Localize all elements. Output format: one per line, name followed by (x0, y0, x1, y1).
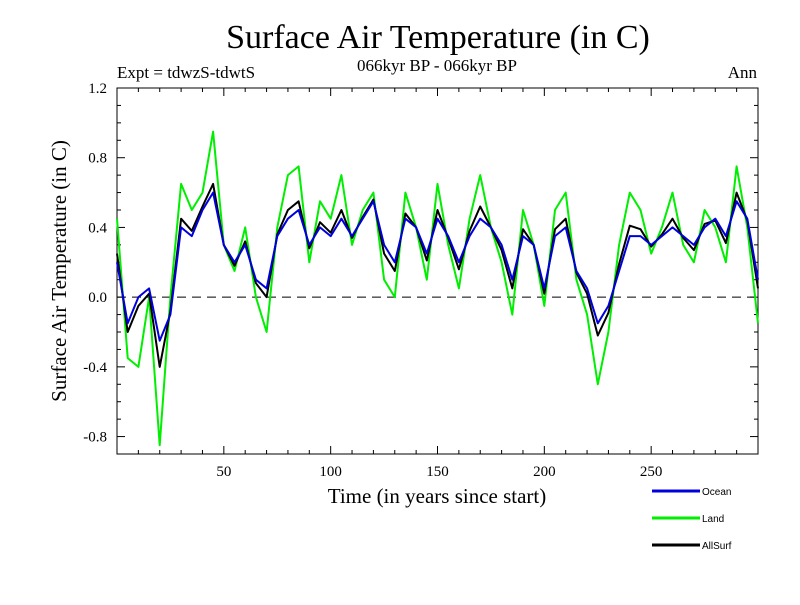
y-tick-label: 0.4 (88, 220, 107, 236)
series-line-allsurf (116, 182, 759, 368)
axis-ticks: 50 100 150 200 250 1.2 0.8 0.4 0.0 -0.4 -0.8 (83, 81, 758, 480)
legend-label-land: Land (702, 514, 724, 525)
x-axis-label: Time (in years since start) (328, 484, 547, 508)
y-axis-label: Surface Air Temperature (in C) (47, 140, 71, 402)
series-line-ocean (116, 191, 759, 342)
legend-label-ocean: Ocean (702, 487, 731, 498)
series-lines (116, 130, 759, 447)
y-tick-label: -0.4 (83, 360, 107, 376)
legend-label-allsurf: AllSurf (702, 541, 732, 552)
experiment-label: Expt = tdwzS-tdwtS (117, 63, 255, 82)
legend: Ocean Land AllSurf (652, 487, 732, 552)
season-label: Ann (728, 63, 758, 82)
x-tick-label: 200 (533, 464, 556, 480)
x-tick-label: 250 (640, 464, 663, 480)
series-line-land (116, 130, 759, 447)
y-tick-label: 0.8 (88, 151, 107, 167)
x-tick-label: 150 (426, 464, 449, 480)
y-tick-label: 1.2 (88, 81, 107, 97)
x-tick-label: 50 (216, 464, 231, 480)
period-label: 066kyr BP - 066kyr BP (357, 56, 517, 75)
plot-frame (116, 87, 759, 455)
chart-title: Surface Air Temperature (in C) (226, 19, 650, 56)
y-tick-label: 0.0 (88, 290, 107, 306)
y-tick-label: -0.8 (83, 430, 107, 446)
x-tick-label: 100 (319, 464, 342, 480)
